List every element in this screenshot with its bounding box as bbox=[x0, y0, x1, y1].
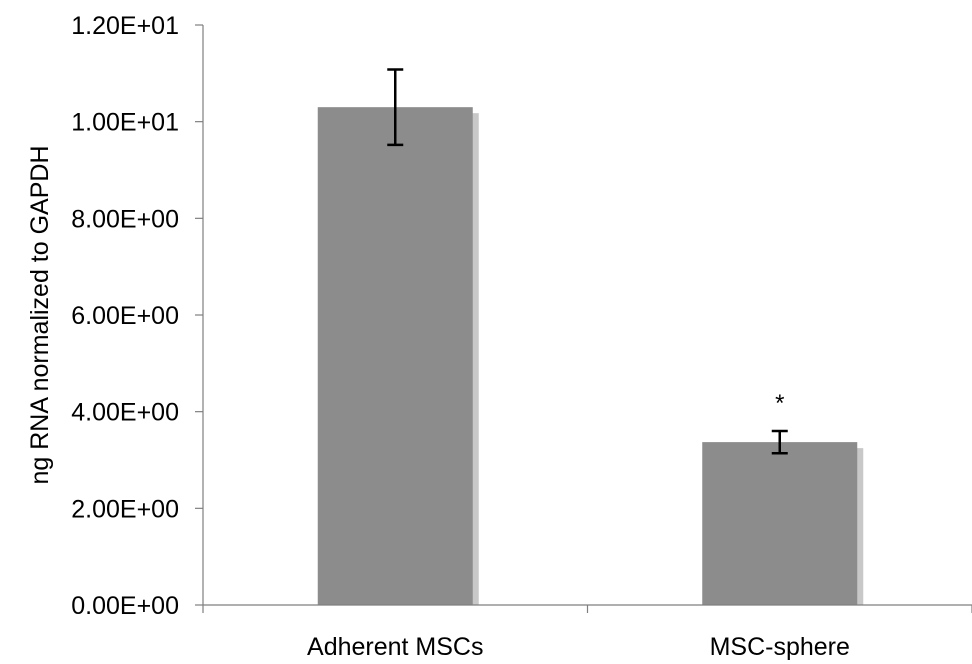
y-tick-label: 0.00E+00 bbox=[71, 592, 179, 620]
significance-marker: * bbox=[775, 390, 784, 417]
x-tick-label: MSC-sphere bbox=[710, 633, 850, 661]
y-tick-label: 1.00E+01 bbox=[71, 109, 179, 137]
bar bbox=[702, 442, 858, 605]
y-tick-label: 1.20E+01 bbox=[71, 12, 179, 40]
y-tick-label: 6.00E+00 bbox=[71, 302, 179, 330]
x-tick-label: Adherent MSCs bbox=[307, 633, 483, 661]
y-axis-title: ng RNA normalized to GAPDH bbox=[26, 145, 54, 484]
y-tick-label: 4.00E+00 bbox=[71, 399, 179, 427]
bar bbox=[317, 107, 473, 606]
y-tick-label: 2.00E+00 bbox=[71, 495, 179, 523]
y-tick-label: 8.00E+00 bbox=[71, 205, 179, 233]
